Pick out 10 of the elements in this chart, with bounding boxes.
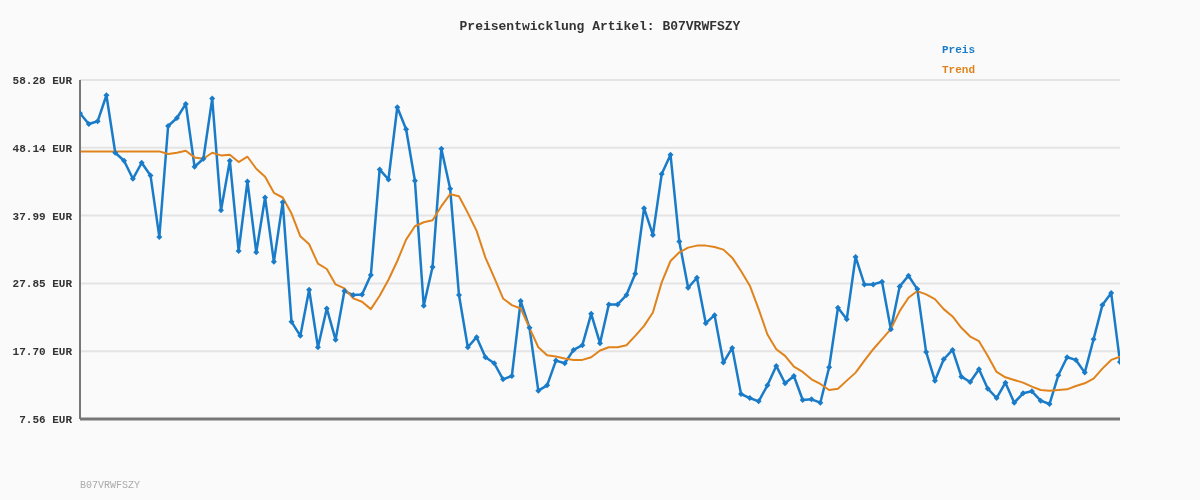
y-tick-label: 7.56 EUR xyxy=(19,413,73,426)
text: B07VRWFSZY xyxy=(80,480,141,491)
y-tick-label: 17.70 EUR xyxy=(12,346,73,359)
y-tick-label: 27.85 EUR xyxy=(12,278,73,291)
y-tick-label: 58.28 EUR xyxy=(12,74,73,87)
y-tick-label: 48.14 EUR xyxy=(12,142,73,155)
y-tick-label: 37.99 EUR xyxy=(12,210,73,223)
chart-title: Preisentwicklung Artikel: B07VRWFSZY xyxy=(458,19,742,34)
text: Preis xyxy=(941,43,975,58)
text: Trend xyxy=(941,63,975,78)
